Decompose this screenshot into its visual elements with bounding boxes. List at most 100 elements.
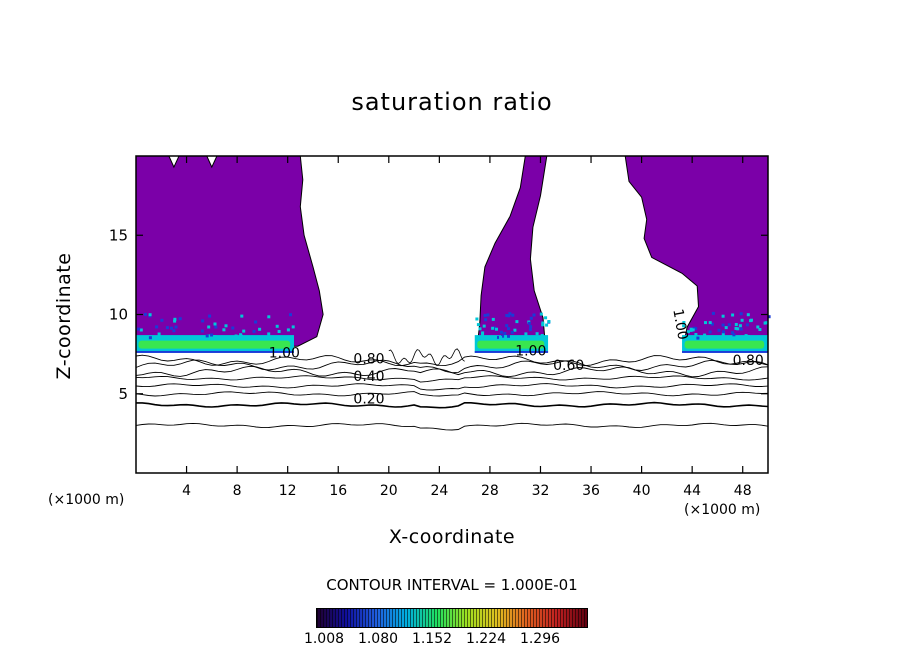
speckle: [165, 326, 169, 330]
speckle: [731, 331, 734, 335]
speckle: [213, 335, 217, 339]
speckle: [722, 330, 725, 334]
colorbar-tick-label: 1.080: [357, 631, 399, 647]
x-tick-label: 20: [380, 483, 398, 499]
speckle: [501, 334, 505, 338]
speckle: [721, 323, 725, 327]
saturated-region-2: [476, 155, 548, 347]
speckle: [160, 318, 164, 322]
speckle: [703, 333, 707, 337]
speckle: [739, 312, 743, 316]
cloud-base-band-inner-3: [684, 340, 765, 349]
speckle: [505, 314, 509, 317]
x-tick-label: 16: [329, 483, 347, 499]
speckle: [682, 321, 686, 324]
speckle: [541, 323, 545, 327]
speckle: [507, 314, 511, 318]
speckle: [724, 326, 728, 330]
colorbar-tick-label: 1.224: [465, 631, 507, 647]
speckle: [527, 321, 531, 325]
speckle: [234, 334, 238, 338]
speckle: [493, 326, 497, 330]
speckle: [505, 324, 509, 328]
speckle: [717, 328, 721, 332]
colorbar-tick-label: 1.008: [303, 631, 345, 647]
speckle: [508, 312, 512, 316]
speckle: [484, 318, 488, 322]
speckle: [201, 319, 205, 323]
speckle: [540, 334, 544, 337]
speckle: [545, 323, 549, 327]
colorbar: [316, 608, 588, 628]
speckle: [510, 330, 514, 334]
speckle: [207, 325, 211, 329]
speckle: [731, 313, 735, 317]
x-tick-label: 44: [683, 483, 701, 499]
speckle: [535, 332, 539, 336]
speckle: [240, 314, 244, 318]
speckle: [503, 332, 507, 335]
speckle: [767, 315, 771, 319]
speckle: [208, 314, 212, 318]
speckle: [500, 330, 503, 334]
x-tick-label: 24: [430, 483, 448, 499]
x-tick-label: 40: [633, 483, 651, 499]
speckle: [267, 332, 271, 336]
speckle: [682, 324, 686, 328]
speckle: [491, 326, 495, 330]
colorbar-tick-labels: 1.008 1.080 1.152 1.224 1.296: [300, 631, 600, 651]
x-tick-label: 28: [481, 483, 499, 499]
speckle: [476, 323, 480, 327]
speckle: [157, 332, 161, 336]
speckle: [258, 327, 262, 331]
speckle: [254, 320, 258, 324]
x-tick-label: 32: [532, 483, 550, 499]
speckle: [541, 321, 545, 325]
x-unit-label-left: (×1000 m): [48, 492, 125, 508]
contour-label-5: 1.00: [515, 344, 546, 360]
y-axis-ticks: 5 10 15: [109, 226, 768, 403]
speckle: [491, 317, 495, 321]
y-axis-label: Z-coordinate: [53, 252, 75, 380]
speckle: [734, 323, 738, 326]
speckle: [507, 334, 510, 338]
contour-label-6: 0.60: [553, 358, 584, 374]
contour-lines: [135, 348, 769, 431]
speckle: [239, 333, 243, 337]
saturated-region-3: [624, 155, 769, 347]
speckle: [763, 321, 767, 325]
speckle: [756, 325, 760, 329]
speckle: [242, 329, 246, 333]
speckle: [746, 313, 750, 317]
speckle: [478, 327, 482, 331]
speckle: [528, 328, 532, 332]
contour-label-1: 1.00: [269, 345, 300, 361]
speckle: [155, 325, 159, 329]
speckle: [143, 312, 147, 316]
cloud-base-band-inner-2: [477, 340, 545, 349]
speckle: [137, 327, 141, 331]
speckle: [686, 330, 690, 334]
speckle: [277, 330, 281, 333]
speckle: [734, 326, 738, 330]
speckle: [747, 335, 751, 338]
speckle: [529, 325, 533, 329]
y-tick-label: 15: [109, 226, 128, 244]
speckle: [486, 313, 490, 317]
contour-label-8: 1.00: [669, 308, 690, 341]
x-tick-label: 8: [233, 483, 242, 499]
speckle: [495, 327, 498, 331]
contour-line-3: [135, 391, 769, 397]
speckle: [213, 322, 217, 326]
x-axis-label: X-coordinate: [388, 526, 516, 548]
speckle: [524, 332, 528, 336]
speckle: [139, 328, 143, 332]
x-axis-ticks: 4 8 12 16 20 24 28 32 36 40 44 48: [182, 156, 752, 499]
speckle: [708, 330, 712, 334]
speckle: [703, 335, 706, 339]
speckle: [200, 329, 204, 333]
contour-line-4: [135, 383, 769, 391]
speckle: [696, 336, 700, 340]
speckle: [507, 327, 510, 331]
